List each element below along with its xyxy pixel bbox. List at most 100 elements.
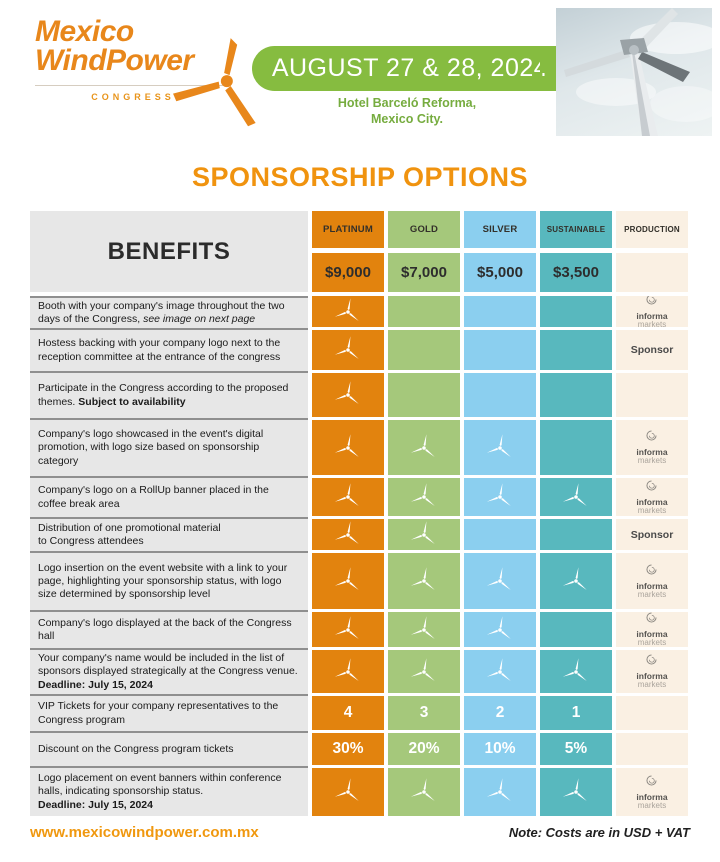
markets-label: markets bbox=[637, 505, 667, 515]
tier-header-gold: GOLD bbox=[388, 211, 460, 248]
website-link[interactable]: www.mexicowindpower.com.mx bbox=[30, 824, 259, 841]
production-cell: informa markets bbox=[616, 420, 688, 478]
informa-label: informa bbox=[636, 629, 668, 640]
pricing-header-grid: BENEFITS PLATINUM GOLD SILVER SUSTAINABLE PR… bbox=[30, 211, 688, 292]
tier-cell-platinum bbox=[312, 768, 384, 816]
wind-turbine-icon bbox=[410, 483, 435, 507]
header-photo bbox=[556, 8, 712, 136]
tier-price-production bbox=[616, 253, 688, 292]
sponsor-label: Sponsor bbox=[630, 344, 674, 356]
tier-cell-sustainable bbox=[540, 650, 612, 696]
tier-cell-silver bbox=[464, 478, 536, 519]
wind-turbine-icon bbox=[486, 433, 511, 457]
tier-cell-sustainable bbox=[540, 768, 612, 816]
informa-markets-logo: informa markets bbox=[636, 479, 668, 515]
benefit-text: Logo placement on event banners within c… bbox=[38, 772, 298, 811]
production-cell: informa markets bbox=[616, 612, 688, 650]
tier-cell-silver bbox=[464, 612, 536, 650]
tier-cell-silver bbox=[464, 373, 536, 420]
benefit-cell: Company's logo showcased in the event's … bbox=[30, 420, 308, 478]
wind-turbine-icon bbox=[486, 778, 511, 802]
tier-cell-gold bbox=[388, 519, 460, 553]
wind-turbine-icon bbox=[334, 297, 359, 321]
informa-icon bbox=[646, 480, 658, 491]
venue-line1: Hotel Barceló Reforma, bbox=[337, 96, 477, 110]
markets-label: markets bbox=[637, 320, 667, 330]
markets-label: markets bbox=[637, 456, 667, 466]
tier-cell-silver bbox=[464, 768, 536, 816]
tier-cell-silver bbox=[464, 519, 536, 553]
wind-turbine-icon bbox=[562, 483, 587, 507]
brand-logo: Mexico WindPower CONGRESS bbox=[35, 15, 256, 127]
tier-cell-gold bbox=[388, 420, 460, 478]
tier-price-sustainable: $3,500 bbox=[540, 253, 612, 292]
brand-logo-text: Mexico WindPower bbox=[35, 15, 235, 77]
costs-note: Note: Costs are in USD + VAT bbox=[508, 825, 690, 840]
wind-turbine-icon bbox=[410, 520, 435, 544]
tier-cell-gold bbox=[388, 612, 460, 650]
tier-header-production: PRODUCTION bbox=[616, 211, 688, 248]
tier-price-silver: $5,000 bbox=[464, 253, 536, 292]
wind-turbine-icon bbox=[334, 381, 359, 405]
tier-cell-gold bbox=[388, 650, 460, 696]
markets-label: markets bbox=[637, 589, 667, 599]
tier-cell-silver bbox=[464, 650, 536, 696]
photo-turbine bbox=[564, 8, 690, 136]
wind-turbine-icon bbox=[562, 657, 587, 681]
production-cell: Sponsor bbox=[616, 330, 688, 373]
wind-turbine-icon bbox=[562, 567, 587, 591]
benefit-cell: Discount on the Congress program tickets bbox=[30, 733, 308, 768]
tier-cell-gold: 20% bbox=[388, 733, 460, 768]
wind-turbine-icon bbox=[410, 778, 435, 802]
production-cell: Sponsor bbox=[616, 519, 688, 553]
production-cell bbox=[616, 733, 688, 768]
tier-value: 2 bbox=[495, 704, 505, 721]
informa-icon bbox=[646, 612, 658, 623]
tier-cell-platinum bbox=[312, 373, 384, 420]
wind-turbine-icon bbox=[486, 657, 511, 681]
informa-markets-logo: informa markets bbox=[636, 653, 668, 689]
benefit-text: Booth with your company's image througho… bbox=[38, 299, 285, 325]
informa-label: informa bbox=[636, 791, 668, 802]
benefit-text: Hostess backing with your company logo n… bbox=[38, 337, 281, 363]
benefit-text: Company's logo on a RollUp banner placed… bbox=[38, 484, 269, 510]
benefit-text: VIP Tickets for your company representat… bbox=[38, 700, 279, 726]
benefit-cell: Logo placement on event banners within c… bbox=[30, 768, 308, 816]
tier-cell-gold bbox=[388, 768, 460, 816]
wind-turbine-icon bbox=[334, 336, 359, 360]
benefits-header: BENEFITS bbox=[30, 211, 308, 292]
wind-turbine-icon bbox=[334, 483, 359, 507]
tier-cell-gold bbox=[388, 553, 460, 612]
markets-label: markets bbox=[637, 800, 667, 810]
brand-name-line1: Mexico bbox=[35, 15, 134, 48]
sponsor-label: Sponsor bbox=[630, 528, 674, 541]
tier-cell-silver: 10% bbox=[464, 733, 536, 768]
production-cell bbox=[616, 373, 688, 420]
wind-turbine-icon bbox=[562, 778, 587, 802]
wind-turbine-icon bbox=[410, 657, 435, 681]
benefit-text: Discount on the Congress program tickets bbox=[38, 742, 234, 755]
benefit-text: Participate in the Congress according to… bbox=[38, 382, 289, 408]
brand-name-line2: WindPower bbox=[35, 43, 194, 77]
tier-cell-silver: 2 bbox=[464, 696, 536, 733]
page-title: SPONSORSHIP OPTIONS bbox=[191, 162, 529, 192]
tier-cell-silver bbox=[464, 330, 536, 373]
venue-line2: Mexico City. bbox=[370, 111, 443, 126]
wind-turbine-icon bbox=[334, 567, 359, 591]
tier-value: 20% bbox=[408, 740, 440, 757]
wind-turbine-icon bbox=[486, 567, 511, 591]
tier-header-silver: SILVER bbox=[464, 211, 536, 248]
benefit-text: Company's logo showcased in the event's … bbox=[38, 428, 264, 467]
tier-cell-silver bbox=[464, 296, 536, 330]
informa-label: informa bbox=[636, 311, 668, 322]
informa-label: informa bbox=[636, 496, 668, 507]
event-venue: Hotel Barceló Reforma, Mexico City. bbox=[252, 96, 562, 127]
tier-cell-platinum: 4 bbox=[312, 696, 384, 733]
wind-turbine-icon bbox=[410, 433, 435, 457]
informa-markets-logo: informa markets bbox=[636, 563, 668, 599]
tier-cell-silver bbox=[464, 420, 536, 478]
wind-turbine-photo bbox=[564, 8, 712, 136]
tier-cell-sustainable bbox=[540, 330, 612, 373]
tier-value: 30% bbox=[332, 740, 364, 757]
brand-congress-label: CONGRESS bbox=[91, 92, 175, 102]
